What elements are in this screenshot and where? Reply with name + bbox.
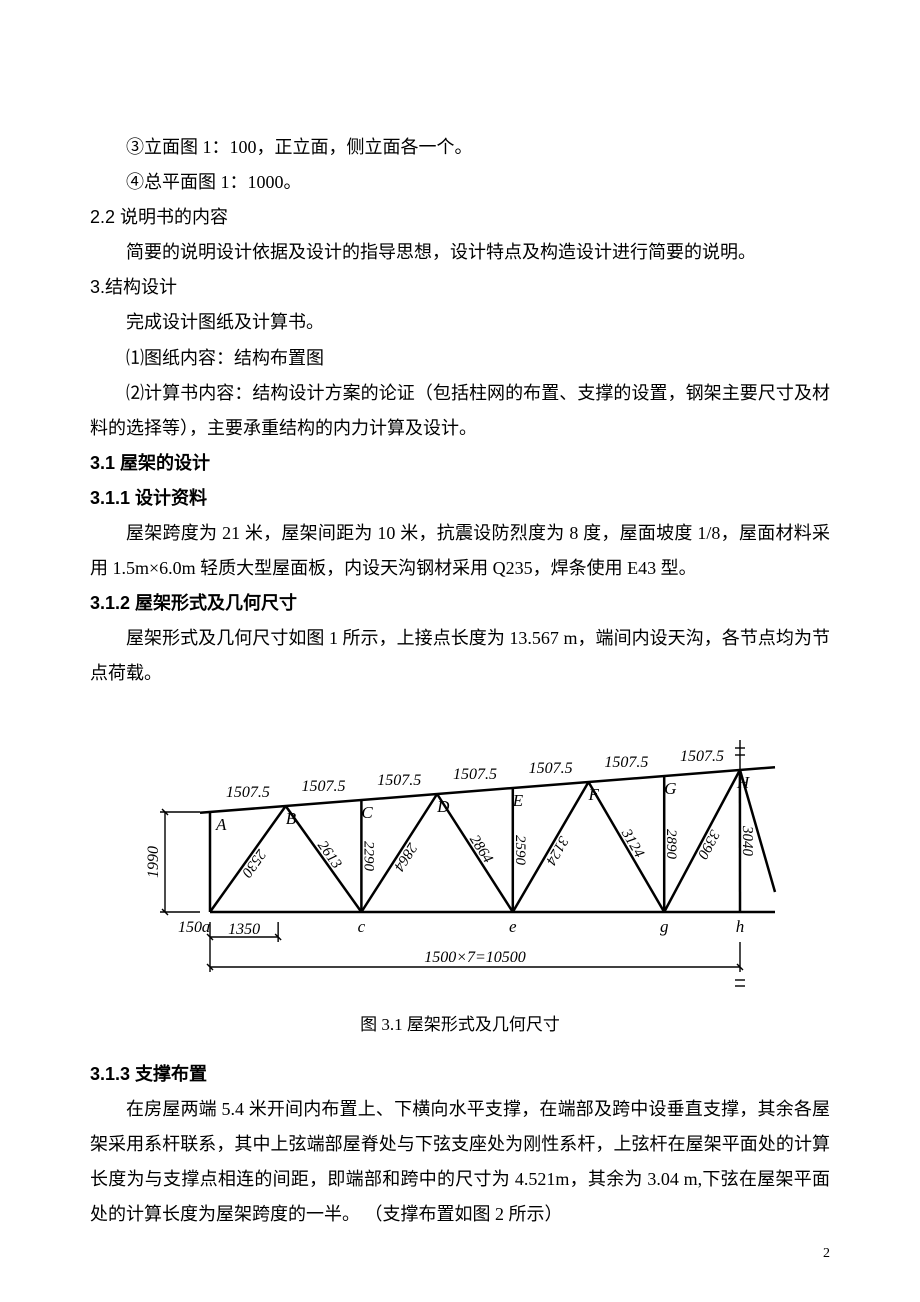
svg-text:1350: 1350 xyxy=(228,921,260,938)
svg-text:C: C xyxy=(361,803,373,822)
svg-text:1507.5: 1507.5 xyxy=(377,772,421,789)
heading-3-1-3: 3.1.3 支撑布置 xyxy=(90,1057,830,1092)
para-struct-3: ⑵计算书内容：结构设计方案的论证（包括柱网的布置、支撑的设置，钢架主要尺寸及材料… xyxy=(90,376,830,446)
svg-text:e: e xyxy=(509,917,517,936)
svg-text:2290: 2290 xyxy=(360,841,376,872)
para-elevation: ③立面图 1：100，正立面，侧立面各一个。 xyxy=(90,130,830,165)
svg-text:D: D xyxy=(436,797,450,816)
svg-text:3390: 3390 xyxy=(694,826,723,861)
svg-text:h: h xyxy=(736,917,745,936)
heading-3: 3.结构设计 xyxy=(90,270,830,305)
para-struct-2: ⑴图纸内容：结构布置图 xyxy=(90,341,830,376)
svg-text:2864: 2864 xyxy=(390,839,420,873)
svg-text:1990: 1990 xyxy=(145,846,162,878)
svg-text:A: A xyxy=(215,815,227,834)
svg-text:G: G xyxy=(664,779,676,798)
para-manual-content: 简要的说明设计依据及设计的指导思想，设计特点及构造设计进行简要的说明。 xyxy=(90,235,830,270)
para-truss-form: 屋架形式及几何尺寸如图 1 所示，上接点长度为 13.567 m，端间内设天沟，… xyxy=(90,621,830,691)
svg-text:g: g xyxy=(660,917,669,936)
heading-3-1-1: 3.1.1 设计资料 xyxy=(90,481,830,516)
svg-text:E: E xyxy=(512,791,524,810)
para-master-plan: ④总平面图 1：1000。 xyxy=(90,165,830,200)
svg-text:150: 150 xyxy=(178,919,202,936)
page-number: 2 xyxy=(823,1246,830,1262)
svg-text:a: a xyxy=(202,917,211,936)
heading-3-1: 3.1 屋架的设计 xyxy=(90,446,830,481)
svg-text:H: H xyxy=(736,773,751,792)
svg-text:1507.5: 1507.5 xyxy=(226,784,270,801)
para-struct-1: 完成设计图纸及计算书。 xyxy=(90,305,830,340)
svg-text:1507.5: 1507.5 xyxy=(302,778,346,795)
svg-text:3040: 3040 xyxy=(739,824,755,856)
svg-text:F: F xyxy=(588,785,600,804)
svg-text:2613: 2613 xyxy=(314,838,344,872)
svg-text:1500×7=10500: 1500×7=10500 xyxy=(424,949,526,966)
para-design-data: 屋架跨度为 21 米，屋架间距为 10 米，抗震设防烈度为 8 度，屋面坡度 1… xyxy=(90,516,830,586)
svg-text:2890: 2890 xyxy=(663,829,679,860)
svg-text:B: B xyxy=(286,809,297,828)
svg-text:1507.5: 1507.5 xyxy=(680,748,724,765)
figure-caption: 图 3.1 屋架形式及几何尺寸 xyxy=(90,1006,830,1043)
svg-text:2530: 2530 xyxy=(238,846,269,880)
svg-text:1507.5: 1507.5 xyxy=(604,754,648,771)
svg-text:2590: 2590 xyxy=(512,835,528,866)
heading-3-1-2: 3.1.2 屋架形式及几何尺寸 xyxy=(90,586,830,621)
svg-text:3124: 3124 xyxy=(617,825,647,860)
svg-text:1507.5: 1507.5 xyxy=(453,766,497,783)
svg-text:c: c xyxy=(358,917,366,936)
truss-diagram: 1507.5 1507.5 1507.5 1507.5 1507.5 1507.5 1507… xyxy=(140,712,780,992)
svg-text:2864: 2864 xyxy=(466,832,496,866)
para-bracing: 在房屋两端 5.4 米开间内布置上、下横向水平支撑，在端部及跨中设垂直支撑，其余… xyxy=(90,1092,830,1232)
svg-text:1507.5: 1507.5 xyxy=(529,760,573,777)
heading-2-2: 2.2 说明书的内容 xyxy=(90,200,830,235)
svg-text:3124: 3124 xyxy=(542,832,572,867)
